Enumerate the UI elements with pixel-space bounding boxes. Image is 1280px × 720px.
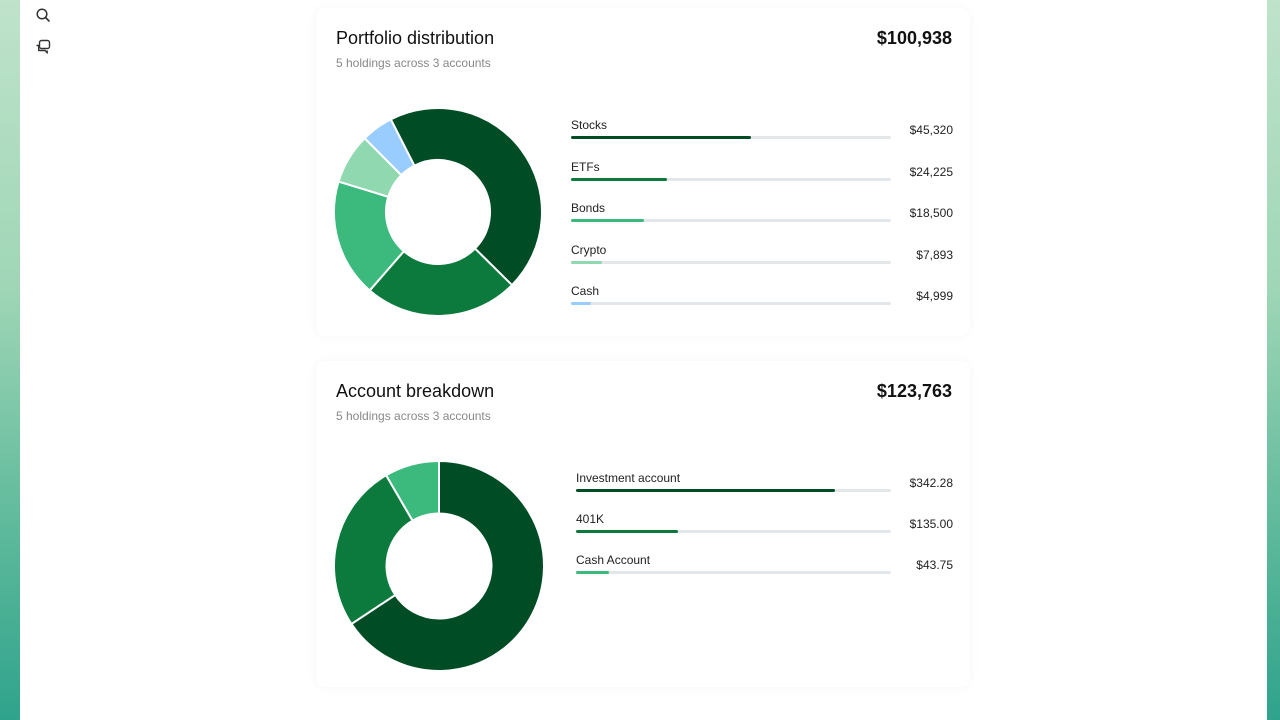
accounts-total: $123,763: [876, 381, 952, 401]
accounts-legend-value-cash-account: $43.75: [916, 558, 953, 572]
accounts-slice-401k[interactable]: [333, 473, 414, 626]
search-icon[interactable]: [34, 6, 52, 24]
portfolio-legend-value-stocks: $45,320: [909, 123, 953, 137]
portfolio-legend-label-bonds: Bonds: [571, 201, 606, 215]
portfolio-slice-cash[interactable]: [363, 117, 416, 177]
portfolio-legend-value-etfs: $24,225: [909, 164, 953, 179]
portfolio-slice-stocks[interactable]: [389, 107, 543, 287]
accounts-legend-row-401k[interactable]: 401K $135.00: [576, 512, 953, 536]
portfolio-legend-label-stocks: Stocks: [571, 118, 608, 132]
accounts-legend-row-cash-account[interactable]: Cash Account $43.75: [576, 553, 953, 577]
accounts-legend-row-investment-account[interactable]: Investment account $342.28: [576, 471, 953, 495]
accounts-legend-label-401k: 401K: [576, 512, 605, 526]
app-window: Portfolio distribution 5 holdings across…: [20, 0, 1267, 720]
portfolio-progress-track-crypto: [571, 260, 891, 264]
accounts-donut-chart: [333, 459, 545, 672]
accounts-legend-label-investment-account: Investment account: [576, 471, 681, 485]
accounts-progress-track-cash-account: [576, 571, 891, 574]
portfolio-progress-fill-etfs: [571, 177, 667, 181]
accounts-slice-investment-account[interactable]: [350, 459, 545, 672]
portfolio-legend: Stocks $45,320 ETFs $24,225 Bonds $18,500 Cryp…: [571, 118, 953, 318]
accounts-subtitle: 5 holdings across 3 accounts: [336, 409, 491, 423]
portfolio-donut-chart: [333, 107, 543, 317]
portfolio-legend-row-etfs[interactable]: ETFs $24,225: [571, 160, 953, 184]
portfolio-legend-value-bonds: $18,500: [909, 206, 953, 220]
portfolio-progress-track-etfs: [571, 177, 891, 181]
accounts-progress-fill-401k: [576, 530, 679, 533]
accounts-legend-label-cash-account: Cash Account: [576, 553, 651, 567]
portfolio-legend-label-etfs: ETFs: [571, 159, 600, 174]
chat-icon[interactable]: [34, 38, 52, 56]
portfolio-legend-label-crypto: Crypto: [571, 242, 607, 257]
accounts-progress-fill-cash-account: [576, 571, 610, 574]
accounts-slice-cash-account[interactable]: [384, 459, 440, 523]
accounts-legend-value-investment-account: $342.28: [909, 476, 953, 490]
portfolio-legend-row-cash[interactable]: Cash $4,999: [571, 284, 953, 308]
portfolio-progress-fill-cash: [571, 302, 591, 305]
portfolio-progress-fill-stocks: [571, 136, 751, 139]
portfolio-legend-value-cash: $4,999: [916, 289, 953, 303]
portfolio-legend-value-crypto: $7,893: [916, 247, 953, 262]
portfolio-progress-track-cash: [571, 302, 891, 305]
portfolio-subtitle: 5 holdings across 3 accounts: [336, 56, 491, 70]
portfolio-legend-label-cash: Cash: [571, 284, 600, 298]
portfolio-slice-bonds[interactable]: [333, 180, 406, 292]
portfolio-progress-fill-crypto: [571, 260, 603, 264]
accounts-progress-track-401k: [576, 530, 891, 533]
portfolio-card: Portfolio distribution 5 holdings across…: [316, 8, 970, 336]
portfolio-legend-row-stocks[interactable]: Stocks $45,320: [571, 118, 953, 142]
accounts-title: Account breakdown: [336, 381, 495, 401]
portfolio-progress-fill-bonds: [571, 219, 645, 222]
portfolio-legend-row-bonds[interactable]: Bonds $18,500: [571, 201, 953, 225]
accounts-progress-track-investment-account: [576, 489, 891, 492]
accounts-progress-fill-investment-account: [576, 489, 835, 492]
portfolio-title: Portfolio distribution: [336, 28, 495, 48]
portfolio-progress-track-stocks: [571, 136, 891, 139]
portfolio-progress-track-bonds: [571, 219, 891, 222]
portfolio-slice-etfs[interactable]: [368, 247, 514, 317]
accounts-legend-value-401k: $135.00: [909, 517, 953, 531]
portfolio-total: $100,938: [876, 28, 952, 48]
accounts-legend: Investment account $342.28 401K $135.00 Cash…: [576, 471, 953, 601]
portfolio-legend-row-crypto[interactable]: Crypto $7,893: [571, 243, 953, 267]
accounts-card: Account breakdown 5 holdings across 3 ac…: [316, 361, 970, 687]
